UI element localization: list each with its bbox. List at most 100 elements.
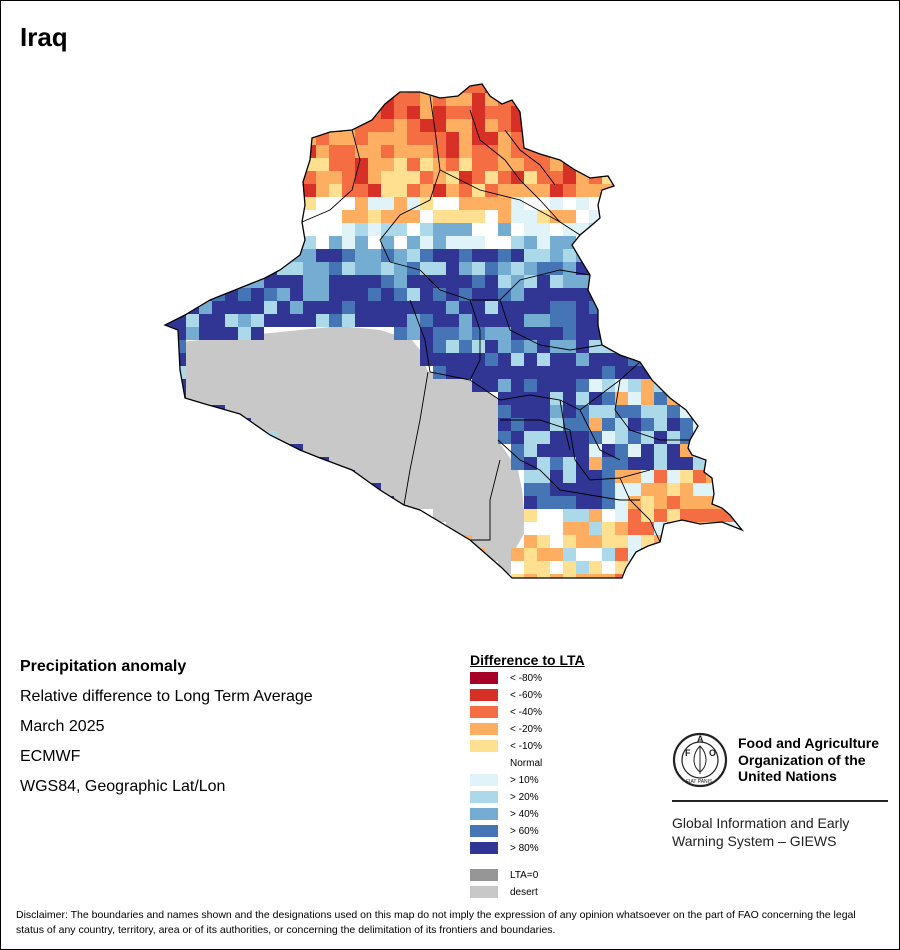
grid-cell	[420, 223, 433, 236]
legend-row: < -10%	[470, 738, 670, 755]
grid-cell	[407, 301, 420, 314]
grid-cell	[602, 496, 615, 509]
grid-cell	[524, 509, 537, 522]
grid-cell	[342, 145, 355, 158]
grid-cell	[446, 171, 459, 184]
grid-cell	[277, 301, 290, 314]
grid-cell	[446, 327, 459, 340]
grid-cell	[199, 405, 212, 418]
grid-cell	[498, 223, 511, 236]
grid-cell	[498, 106, 511, 119]
grid-cell	[576, 561, 589, 574]
grid-cell	[316, 171, 329, 184]
grid-cell	[680, 509, 693, 522]
grid-cell	[602, 405, 615, 418]
grid-cell	[602, 353, 615, 366]
province-boundary	[579, 409, 621, 461]
grid-cell	[329, 158, 342, 171]
grid-cell	[433, 262, 446, 275]
grid-cell	[394, 145, 407, 158]
grid-cell	[563, 327, 576, 340]
legend-swatch	[470, 808, 498, 820]
grid-cell	[329, 223, 342, 236]
disclaimer: Disclaimer: The boundaries and names sho…	[16, 909, 856, 936]
grid-cell	[550, 210, 563, 223]
grid-cell	[615, 483, 628, 496]
legend-label: < -40%	[510, 707, 542, 718]
grid-cell	[433, 106, 446, 119]
grid-cell	[628, 496, 641, 509]
grid-cell	[251, 301, 264, 314]
grid-cell	[511, 457, 524, 470]
grid-cell	[264, 301, 277, 314]
fao-divider	[672, 800, 888, 802]
grid-cell	[615, 366, 628, 379]
fao-organization-name: Food and Agriculture Organization of the…	[738, 735, 898, 785]
grid-cell	[381, 158, 394, 171]
legend-label: < -10%	[510, 741, 542, 752]
grid-cell	[576, 171, 589, 184]
grid-cell	[602, 522, 615, 535]
grid-cell	[342, 171, 355, 184]
grid-cell	[615, 392, 628, 405]
grid-cell	[394, 119, 407, 132]
grid-cell	[433, 145, 446, 158]
grid-cell	[290, 236, 303, 249]
grid-cell	[589, 353, 602, 366]
grid-cell	[316, 158, 329, 171]
grid-cell	[394, 236, 407, 249]
grid-cell	[238, 314, 251, 327]
grid-cell	[524, 561, 537, 574]
org-line: Organization of the	[738, 751, 866, 768]
info-subtitle: Relative difference to Long Term Average	[20, 688, 313, 705]
grid-cell	[589, 535, 602, 548]
legend-swatch	[470, 723, 498, 735]
grid-cell	[368, 223, 381, 236]
grid-cell	[576, 353, 589, 366]
grid-cell	[433, 184, 446, 197]
grid-cell	[368, 262, 381, 275]
grid-cell	[615, 444, 628, 457]
grid-cell	[329, 249, 342, 262]
grid-cell	[628, 509, 641, 522]
grid-cell	[303, 132, 316, 145]
grid-cell	[498, 236, 511, 249]
grid-cell	[277, 288, 290, 301]
grid-cell	[420, 197, 433, 210]
grid-cell	[589, 561, 602, 574]
grid-cell	[511, 236, 524, 249]
grid-cell	[394, 314, 407, 327]
grid-cell	[680, 496, 693, 509]
grid-cell	[667, 522, 680, 535]
grid-cell	[706, 509, 719, 522]
grid-cell	[355, 210, 368, 223]
grid-cell	[368, 145, 381, 158]
grid-cell	[251, 314, 264, 327]
grid-cell	[485, 236, 498, 249]
grid-cell	[550, 457, 563, 470]
grid-cell	[537, 561, 550, 574]
grid-cell	[576, 158, 589, 171]
grid-cell	[459, 327, 472, 340]
grid-cell	[459, 262, 472, 275]
grid-cell	[472, 197, 485, 210]
grid-cell	[524, 522, 537, 535]
grid-cell	[537, 405, 550, 418]
grid-cell	[472, 119, 485, 132]
grid-cell	[511, 561, 524, 574]
grid-cell	[667, 483, 680, 496]
grid-cell	[563, 535, 576, 548]
grid-cell	[641, 405, 654, 418]
grid-cell	[511, 353, 524, 366]
grid-cell	[498, 301, 511, 314]
grid-cell	[472, 548, 485, 561]
grid-cell	[576, 314, 589, 327]
grid-cell	[602, 418, 615, 431]
grid-cell	[589, 405, 602, 418]
grid-cell	[485, 314, 498, 327]
grid-cell	[407, 210, 420, 223]
province-boundary	[389, 261, 591, 301]
grid-cell	[550, 171, 563, 184]
grid-cell	[420, 288, 433, 301]
grid-cell	[589, 574, 602, 578]
